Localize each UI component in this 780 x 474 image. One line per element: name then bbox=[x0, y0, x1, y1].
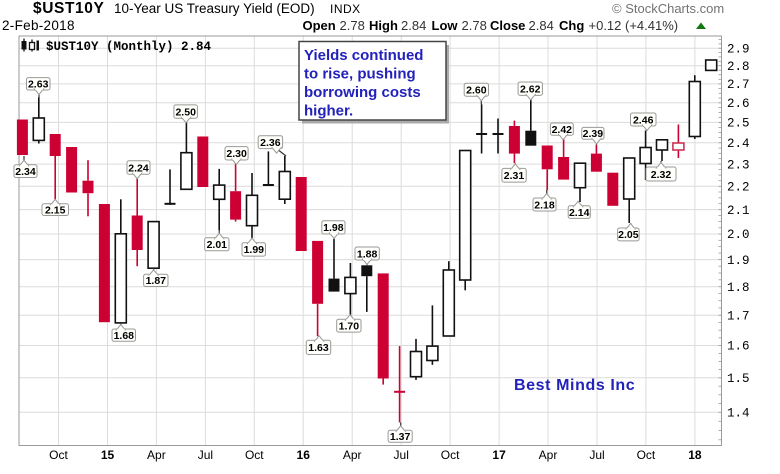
svg-text:2.15: 2.15 bbox=[45, 205, 66, 217]
svg-text:Oct: Oct bbox=[49, 448, 68, 462]
svg-text:© StockCharts.com: © StockCharts.com bbox=[612, 1, 724, 16]
svg-text:2.14: 2.14 bbox=[569, 207, 590, 219]
svg-text:2.42: 2.42 bbox=[552, 124, 573, 136]
svg-text:2.05: 2.05 bbox=[618, 229, 639, 241]
svg-text:Jul: Jul bbox=[198, 448, 213, 462]
svg-text:Apr: Apr bbox=[147, 448, 166, 462]
svg-text:Oct: Oct bbox=[441, 448, 460, 462]
svg-text:2.36: 2.36 bbox=[260, 137, 281, 149]
svg-text:INDX: INDX bbox=[330, 2, 361, 16]
svg-text:2.39: 2.39 bbox=[583, 128, 604, 140]
svg-text:2.60: 2.60 bbox=[466, 85, 487, 97]
svg-text:Open: Open bbox=[303, 18, 336, 33]
svg-text:Chg: Chg bbox=[559, 18, 584, 33]
svg-text:2.84: 2.84 bbox=[401, 18, 426, 33]
svg-text:2.01: 2.01 bbox=[207, 239, 228, 251]
svg-text:2.7: 2.7 bbox=[727, 78, 750, 92]
svg-text:1.8: 1.8 bbox=[727, 281, 750, 295]
svg-text:borrowing costs: borrowing costs bbox=[304, 84, 421, 101]
svg-text:2.32: 2.32 bbox=[651, 169, 672, 181]
svg-text:2.2: 2.2 bbox=[727, 181, 750, 195]
svg-text:1.99: 1.99 bbox=[244, 244, 265, 256]
svg-text:1.4: 1.4 bbox=[727, 407, 750, 421]
svg-text:2.24: 2.24 bbox=[128, 162, 149, 174]
svg-text:2.5: 2.5 bbox=[727, 117, 750, 131]
svg-text:1.37: 1.37 bbox=[390, 431, 411, 443]
svg-text:Jul: Jul bbox=[589, 448, 604, 462]
svg-text:2.6: 2.6 bbox=[727, 97, 750, 111]
svg-text:2.3: 2.3 bbox=[727, 158, 750, 172]
svg-text:16: 16 bbox=[297, 448, 311, 462]
svg-text:2.78: 2.78 bbox=[340, 18, 365, 33]
svg-text:2.1: 2.1 bbox=[727, 204, 750, 218]
svg-text:Apr: Apr bbox=[539, 448, 558, 462]
svg-text:Jul: Jul bbox=[394, 448, 409, 462]
svg-text:2.63: 2.63 bbox=[28, 79, 49, 91]
svg-text:10-Year US Treasury Yield (EOD: 10-Year US Treasury Yield (EOD) bbox=[114, 1, 315, 16]
svg-text:$UST10Y (Monthly) 2.84: $UST10Y (Monthly) 2.84 bbox=[46, 40, 212, 54]
svg-text:1.68: 1.68 bbox=[114, 330, 135, 342]
svg-text:higher.: higher. bbox=[304, 103, 353, 120]
svg-text:1.6: 1.6 bbox=[727, 340, 750, 354]
svg-text:Apr: Apr bbox=[343, 448, 362, 462]
svg-text:to rise, pushing: to rise, pushing bbox=[304, 66, 416, 83]
svg-text:2.46: 2.46 bbox=[633, 114, 654, 126]
svg-text:2.4: 2.4 bbox=[727, 137, 750, 151]
svg-text:2.62: 2.62 bbox=[520, 84, 541, 96]
svg-text:Best Minds Inc: Best Minds Inc bbox=[514, 377, 635, 394]
svg-text:1.98: 1.98 bbox=[323, 222, 344, 234]
svg-text:High: High bbox=[369, 18, 398, 33]
svg-text:2.8: 2.8 bbox=[727, 60, 750, 74]
svg-text:+0.12 (+4.41%): +0.12 (+4.41%) bbox=[589, 18, 679, 33]
svg-text:18: 18 bbox=[688, 448, 702, 462]
svg-text:Oct: Oct bbox=[637, 448, 656, 462]
svg-text:2.50: 2.50 bbox=[175, 106, 196, 118]
svg-text:2.31: 2.31 bbox=[504, 170, 525, 182]
svg-text:2-Feb-2018: 2-Feb-2018 bbox=[2, 18, 75, 33]
svg-text:Close: Close bbox=[490, 18, 525, 33]
svg-text:2.30: 2.30 bbox=[226, 148, 247, 160]
svg-text:1.9: 1.9 bbox=[727, 254, 750, 268]
svg-text:2.78: 2.78 bbox=[462, 18, 487, 33]
svg-text:2.9: 2.9 bbox=[727, 42, 750, 56]
svg-text:1.7: 1.7 bbox=[727, 309, 750, 323]
svg-text:1.87: 1.87 bbox=[146, 275, 167, 287]
svg-text:2.84: 2.84 bbox=[529, 18, 554, 33]
svg-text:17: 17 bbox=[492, 448, 506, 462]
svg-text:1.70: 1.70 bbox=[339, 320, 360, 332]
svg-text:1.63: 1.63 bbox=[308, 342, 329, 354]
svg-text:1.88: 1.88 bbox=[357, 248, 378, 260]
svg-text:Yields continued: Yields continued bbox=[304, 47, 423, 64]
svg-text:2.18: 2.18 bbox=[534, 199, 555, 211]
svg-text:Oct: Oct bbox=[245, 448, 264, 462]
svg-text:Low: Low bbox=[432, 18, 459, 33]
svg-text:2.0: 2.0 bbox=[727, 228, 750, 242]
svg-text:1.5: 1.5 bbox=[727, 372, 750, 386]
svg-text:15: 15 bbox=[101, 448, 115, 462]
svg-text:$UST10Y: $UST10Y bbox=[33, 0, 104, 17]
svg-text:2.34: 2.34 bbox=[15, 166, 36, 178]
